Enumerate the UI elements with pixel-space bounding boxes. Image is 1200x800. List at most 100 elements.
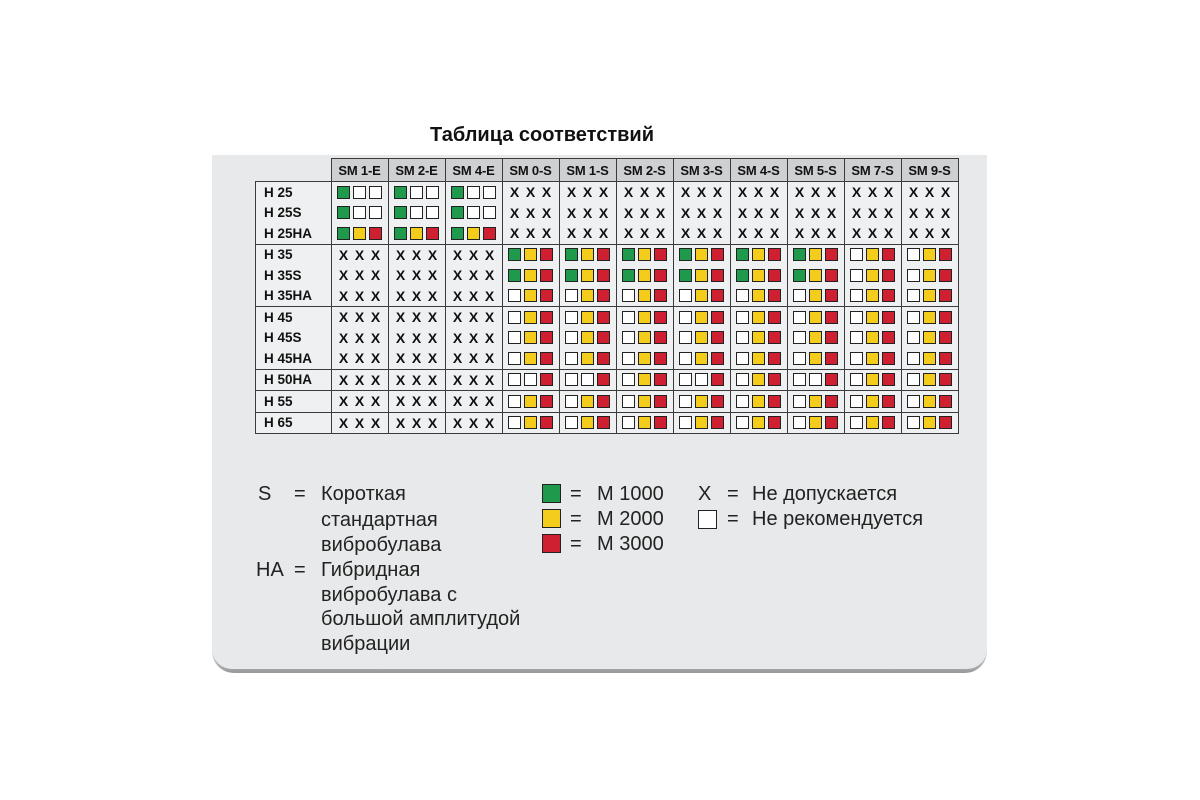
not-allowed-mark: X	[639, 204, 650, 221]
green-swatch	[337, 226, 350, 240]
not-allowed-mark: X	[598, 204, 609, 221]
yellow-swatch	[752, 394, 765, 408]
not-allowed-mark: X	[468, 329, 479, 346]
white-swatch	[736, 416, 749, 430]
cell-line	[617, 370, 673, 391]
legend-s-line-2: стандартная	[321, 509, 438, 531]
yellow-swatch	[752, 248, 765, 262]
yellow-swatch	[923, 268, 936, 282]
cell-line	[845, 265, 901, 286]
yellow-swatch	[638, 394, 651, 408]
not-allowed-mark: X	[395, 350, 406, 367]
not-allowed-mark: X	[411, 393, 422, 410]
not-allowed-mark: X	[395, 267, 406, 284]
not-allowed-mark: X	[370, 329, 381, 346]
table-cell	[729, 390, 788, 413]
table-row-group: H 65 X X X X X X X X X	[255, 411, 959, 434]
red-swatch	[426, 226, 439, 240]
yellow-swatch	[809, 394, 822, 408]
not-allowed-mark: X	[338, 350, 349, 367]
not-allowed-mark: X	[411, 350, 422, 367]
table-cell	[444, 181, 503, 245]
not-allowed-mark: X	[867, 204, 878, 221]
not-allowed-mark: X	[924, 204, 935, 221]
column-header-2: SM 2-E	[387, 158, 446, 182]
yellow-swatch	[353, 226, 366, 240]
yellow-swatch	[581, 268, 594, 282]
not-allowed-mark: X	[452, 414, 463, 431]
yellow-swatch	[809, 248, 822, 262]
red-swatch	[882, 289, 895, 303]
table-cell	[501, 390, 560, 413]
not-allowed-mark: X	[826, 225, 837, 242]
cell-line	[731, 286, 787, 307]
white-swatch	[679, 351, 692, 365]
row-labels: H 65	[255, 411, 332, 434]
red-swatch	[768, 289, 781, 303]
not-allowed-mark: X	[395, 393, 406, 410]
not-allowed-mark: X	[484, 393, 495, 410]
not-allowed-mark: X	[411, 246, 422, 263]
legend-ha-line-1: Гибридная	[321, 559, 421, 581]
not-allowed-mark: X	[712, 184, 723, 201]
not-allowed-mark: X	[370, 246, 381, 263]
red-swatch	[825, 331, 838, 345]
legend-x-symbol: X	[698, 483, 712, 505]
not-allowed-mark: X	[851, 225, 862, 242]
cell-line	[446, 223, 502, 244]
cell-line	[902, 286, 958, 307]
white-swatch	[907, 310, 920, 324]
white-swatch	[622, 289, 635, 303]
legend-ha-line-4: вибрации	[321, 633, 411, 655]
not-allowed-mark: X	[623, 225, 634, 242]
not-allowed-mark: X	[566, 204, 577, 221]
cell-line	[902, 348, 958, 369]
cell-line	[560, 265, 616, 286]
not-allowed-mark: X	[370, 350, 381, 367]
card-body: SM 1-E SM 2-E SM 4-E SM 0-S SM 1-S SM 2-S SM 3…	[212, 155, 987, 669]
yellow-swatch	[524, 248, 537, 262]
white-swatch	[793, 416, 806, 430]
table-cell	[843, 390, 902, 413]
red-swatch	[654, 331, 667, 345]
legend-x-text: Не допускается	[752, 483, 898, 505]
red-swatch	[540, 394, 553, 408]
table-cell	[501, 306, 560, 370]
cell-line	[617, 307, 673, 328]
yellow-swatch	[581, 248, 594, 262]
red-swatch	[768, 351, 781, 365]
cell-line	[503, 391, 559, 412]
yellow-swatch	[866, 310, 879, 324]
not-allowed-mark: X	[851, 184, 862, 201]
column-header-8: SM 4-S	[729, 158, 788, 182]
cell-line	[902, 265, 958, 286]
not-allowed-mark: X	[427, 329, 438, 346]
red-swatch	[654, 248, 667, 262]
cell-line	[503, 245, 559, 266]
red-swatch	[825, 373, 838, 387]
not-allowed-mark: X	[411, 267, 422, 284]
red-swatch	[939, 331, 952, 345]
cell-line	[674, 391, 730, 412]
table-cell	[615, 243, 674, 307]
table-cell	[558, 306, 617, 370]
not-allowed-mark: X	[810, 225, 821, 242]
white-swatch	[736, 310, 749, 324]
yellow-swatch	[752, 416, 765, 430]
row-label: H 50HA	[264, 372, 313, 388]
white-swatch	[679, 416, 692, 430]
table-cell	[558, 243, 617, 307]
not-allowed-mark: X	[370, 309, 381, 326]
not-allowed-mark: X	[354, 309, 365, 326]
